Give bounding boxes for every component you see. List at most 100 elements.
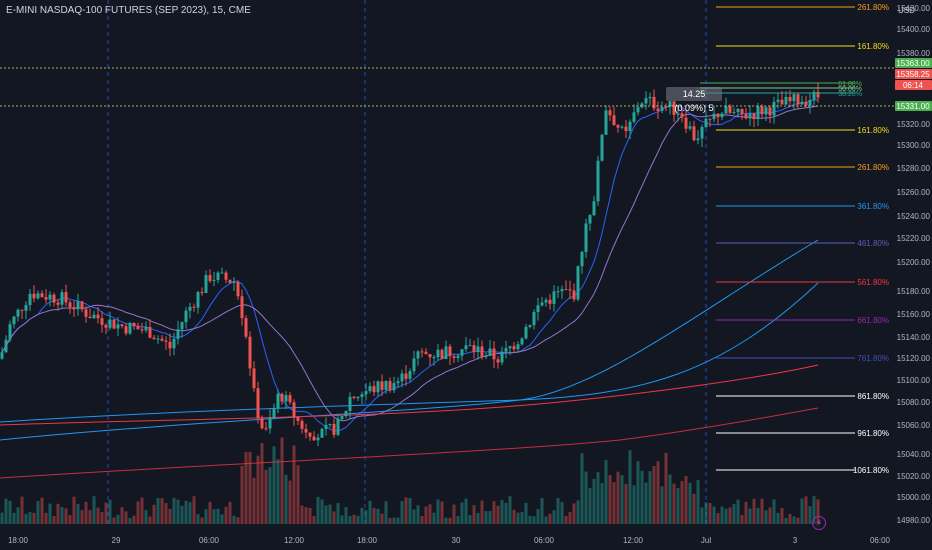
- fib-level-label: 261.80%: [857, 3, 889, 12]
- volume-bar: [776, 512, 780, 524]
- time-axis[interactable]: 18:00 29 06:00 12:00 18:00 30 06:00 12:00 Jul 3 06…: [0, 528, 932, 550]
- fib-level-label: 38.20%: [838, 91, 862, 98]
- fib-level-label: 561.80%: [857, 278, 889, 287]
- volume-bar: [640, 470, 644, 524]
- volume-bar: [596, 472, 600, 524]
- candle-body: [128, 322, 132, 334]
- fib-level-label: 461.80%: [857, 239, 889, 248]
- volume-bar: [672, 483, 676, 524]
- candle-body: [620, 126, 624, 128]
- volume-bar: [584, 471, 588, 524]
- horizontal-price-lines[interactable]: [0, 67, 895, 107]
- volume-bar: [160, 498, 164, 524]
- volume-bar: [476, 512, 480, 524]
- candle-body: [680, 113, 684, 118]
- volume-bar: [136, 501, 140, 524]
- volume-bar: [516, 512, 520, 524]
- volume-bar: [68, 515, 72, 524]
- fib-extension-levels[interactable]: 261.80% 161.80% 61.80%50.00%38.20% 161.80% 2…: [700, 3, 889, 475]
- volume-bar: [580, 453, 584, 524]
- fib-level-label: 161.80%: [857, 42, 889, 51]
- volume-bar: [796, 517, 800, 524]
- candle-body: [804, 101, 808, 106]
- volume-bar: [716, 513, 720, 524]
- candle-body: [156, 338, 160, 340]
- candle-body: [340, 416, 344, 419]
- candle-body: [544, 299, 548, 303]
- price-tick-label: 15120.00: [897, 354, 931, 363]
- price-tick-label: 15000.00: [897, 493, 931, 502]
- candle-body: [252, 368, 256, 389]
- candle-body: [480, 346, 484, 358]
- volume-bar: [296, 465, 300, 524]
- candle-body: [596, 160, 600, 202]
- price-label-bg: [895, 101, 932, 111]
- lightning-icon[interactable]: ⚡: [812, 516, 826, 530]
- volume-bar: [376, 508, 380, 524]
- volume-bar: [88, 510, 92, 524]
- fib-level-label: 861.80%: [857, 392, 889, 401]
- candle-body: [552, 291, 556, 304]
- candle-body: [612, 115, 616, 126]
- price-label: 15331.00: [896, 102, 930, 111]
- candle-body: [316, 437, 320, 441]
- candle-body: [396, 381, 400, 384]
- volume-bar: [792, 516, 796, 524]
- volume-bar: [736, 499, 740, 524]
- candle-body: [704, 118, 708, 128]
- candle-body: [16, 309, 20, 317]
- candle-body: [504, 348, 508, 352]
- candle-body: [668, 101, 672, 108]
- candle-body: [628, 121, 632, 132]
- volume-bar: [352, 514, 356, 524]
- candle-body: [288, 395, 292, 403]
- volume-bar: [808, 506, 812, 524]
- volume-bar: [176, 499, 180, 524]
- candle-body: [764, 107, 768, 115]
- candle-body: [716, 113, 720, 118]
- candle-body: [672, 101, 676, 115]
- price-axis[interactable]: USD 14980.00 15000.00 15020.00 15040.00 15060…: [895, 0, 932, 550]
- candle-body: [48, 294, 52, 300]
- candle-body: [20, 309, 24, 311]
- volume-bar: [304, 507, 308, 524]
- candle-body: [732, 112, 736, 114]
- candle-body: [472, 345, 476, 352]
- volume-bar: [408, 498, 412, 524]
- volume-bar: [700, 507, 704, 524]
- volume-bar: [320, 499, 324, 524]
- candle-body: [808, 99, 812, 106]
- candle-body: [344, 410, 348, 417]
- price-axis-bg: [895, 0, 932, 550]
- volume-bar: [380, 513, 384, 524]
- candle-body: [224, 272, 228, 280]
- volume-bar: [220, 514, 224, 524]
- candle-body: [308, 432, 312, 437]
- candle-body: [256, 388, 260, 419]
- candle-body: [440, 349, 444, 360]
- candle-body: [776, 99, 780, 102]
- volume-bar: [344, 507, 348, 524]
- volume-bar: [260, 442, 264, 524]
- volume-bar: [472, 505, 476, 524]
- volume-bar: [540, 497, 544, 524]
- volume-bar: [204, 509, 208, 524]
- volume-bar: [708, 503, 712, 524]
- candle-body: [460, 349, 464, 356]
- candle-body: [648, 96, 652, 99]
- candle-body: [104, 324, 108, 328]
- candle-body: [428, 353, 432, 358]
- candle-body: [760, 106, 764, 115]
- volume-bar: [448, 517, 452, 524]
- candle-body: [748, 113, 752, 119]
- time-tick-label: 18:00: [8, 536, 29, 545]
- candle-body: [92, 314, 96, 319]
- candle-body: [196, 292, 200, 308]
- volume-bar: [724, 508, 728, 524]
- fib-level-label: 761.80%: [857, 354, 889, 363]
- volume-bar: [496, 505, 500, 524]
- candle-body: [380, 381, 384, 390]
- volume-bar: [420, 515, 424, 524]
- candle-body: [240, 296, 244, 319]
